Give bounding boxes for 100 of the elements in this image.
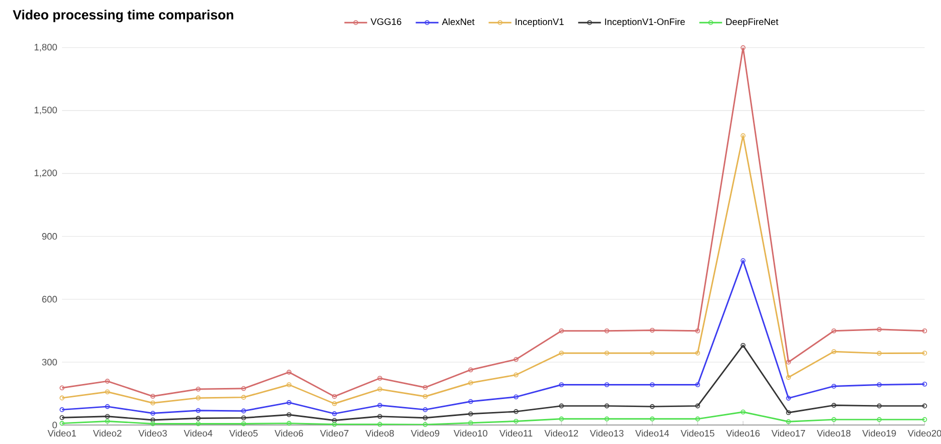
point bbox=[604, 382, 610, 388]
point bbox=[559, 328, 564, 334]
x-tick-label: Video6 bbox=[274, 430, 304, 437]
point bbox=[468, 380, 474, 386]
x-tick-label: Video1 bbox=[48, 430, 76, 437]
x-tick-label: Video14 bbox=[635, 430, 670, 437]
point bbox=[740, 133, 746, 138]
point bbox=[695, 404, 700, 408]
point bbox=[695, 328, 700, 334]
point bbox=[514, 409, 518, 414]
y-tick-label: 1,500 bbox=[34, 106, 57, 114]
point bbox=[740, 342, 746, 348]
x-tick-label: Video12 bbox=[544, 430, 578, 437]
point bbox=[377, 414, 382, 419]
point bbox=[650, 382, 655, 388]
point bbox=[604, 416, 610, 422]
point bbox=[831, 349, 836, 354]
point bbox=[468, 367, 474, 372]
point bbox=[695, 350, 700, 356]
point bbox=[150, 400, 156, 406]
point bbox=[876, 382, 882, 388]
point bbox=[650, 328, 655, 333]
point bbox=[286, 400, 292, 405]
point bbox=[786, 396, 791, 401]
point bbox=[514, 394, 518, 400]
point bbox=[740, 45, 746, 50]
point bbox=[332, 418, 337, 423]
legend-label: AlexNet bbox=[442, 18, 475, 26]
point bbox=[514, 356, 518, 362]
point bbox=[559, 382, 564, 388]
point bbox=[377, 402, 382, 408]
x-tick-label: Video3 bbox=[138, 430, 167, 437]
point bbox=[241, 408, 246, 414]
point bbox=[876, 327, 882, 332]
legend-label: InceptionV1 bbox=[516, 18, 564, 27]
y-tick-label: 600 bbox=[42, 296, 57, 303]
point bbox=[559, 350, 564, 356]
point bbox=[105, 414, 110, 419]
point bbox=[876, 404, 882, 408]
point bbox=[650, 350, 655, 356]
point bbox=[286, 382, 292, 388]
point bbox=[876, 350, 882, 356]
point bbox=[786, 419, 791, 424]
point bbox=[831, 417, 836, 422]
point bbox=[422, 407, 428, 412]
point bbox=[695, 416, 700, 422]
point bbox=[196, 408, 201, 413]
point bbox=[831, 402, 836, 408]
point bbox=[604, 350, 610, 356]
point bbox=[422, 394, 428, 399]
point bbox=[105, 418, 110, 424]
y-tick-label: 900 bbox=[42, 233, 57, 240]
point bbox=[559, 416, 564, 422]
point bbox=[650, 404, 655, 409]
chart-title: Video processing time comparison bbox=[12, 10, 234, 22]
point bbox=[150, 421, 156, 426]
point bbox=[286, 420, 292, 426]
point bbox=[604, 404, 610, 408]
point bbox=[286, 370, 292, 375]
point bbox=[422, 415, 428, 420]
point bbox=[650, 416, 655, 422]
x-tick-label: Video7 bbox=[320, 430, 348, 437]
point bbox=[196, 396, 201, 400]
point bbox=[196, 416, 201, 421]
point bbox=[468, 399, 474, 404]
point bbox=[468, 411, 474, 416]
point bbox=[377, 422, 382, 427]
point bbox=[876, 417, 882, 422]
point bbox=[468, 420, 474, 426]
point bbox=[377, 376, 382, 381]
y-tick-label: 300 bbox=[42, 358, 57, 366]
x-tick-label: Video9 bbox=[410, 430, 440, 437]
point bbox=[332, 401, 337, 406]
point bbox=[604, 328, 610, 334]
point bbox=[740, 410, 746, 414]
point bbox=[786, 360, 791, 365]
x-tick-label: Video13 bbox=[590, 430, 624, 437]
x-tick-label: Video8 bbox=[365, 430, 394, 437]
y-tick-label: 0 bbox=[52, 422, 57, 428]
x-tick-label: Video17 bbox=[771, 430, 806, 437]
point bbox=[150, 410, 156, 416]
x-tick-label: Video11 bbox=[499, 430, 532, 437]
point bbox=[695, 382, 700, 388]
point bbox=[286, 412, 292, 418]
point bbox=[105, 404, 110, 409]
point bbox=[786, 410, 791, 416]
point bbox=[196, 421, 201, 426]
point bbox=[241, 386, 246, 391]
point bbox=[559, 404, 564, 408]
point bbox=[196, 386, 201, 392]
point bbox=[377, 386, 382, 392]
point bbox=[831, 328, 836, 334]
x-tick-label: Video5 bbox=[229, 430, 258, 437]
point bbox=[514, 372, 518, 378]
point bbox=[422, 422, 428, 427]
x-tick-label: Video4 bbox=[184, 430, 212, 437]
point bbox=[150, 418, 156, 422]
point bbox=[831, 384, 836, 389]
y-tick-label: 1,200 bbox=[34, 170, 57, 178]
point bbox=[786, 375, 791, 380]
